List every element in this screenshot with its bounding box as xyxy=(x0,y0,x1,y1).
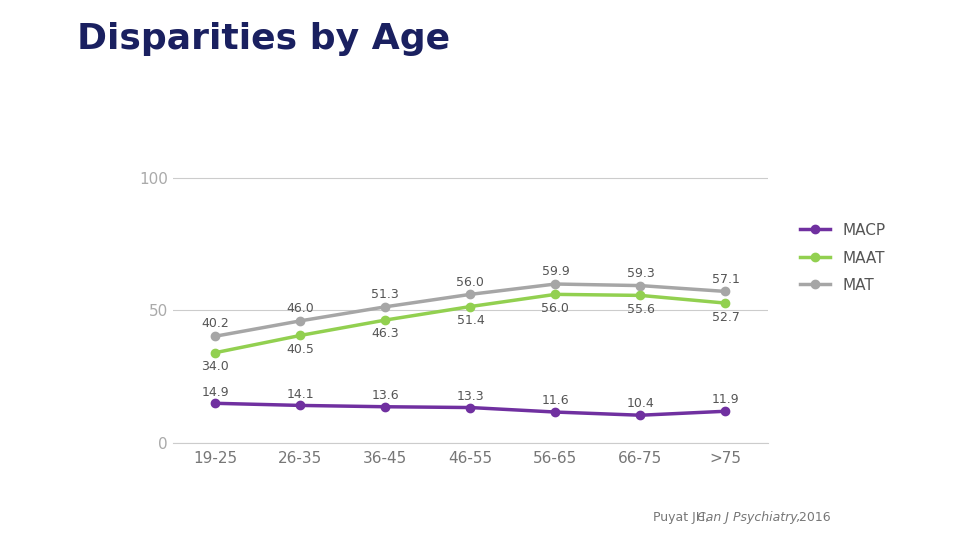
Text: 52.7: 52.7 xyxy=(711,310,739,323)
Text: Disparities by Age: Disparities by Age xyxy=(77,22,450,56)
Text: 46.3: 46.3 xyxy=(372,327,399,341)
Text: 11.9: 11.9 xyxy=(711,394,739,407)
Text: 14.9: 14.9 xyxy=(202,386,229,399)
Text: 46.0: 46.0 xyxy=(286,302,314,315)
Text: Can J Psychiatry,: Can J Psychiatry, xyxy=(697,511,801,524)
Text: 51.4: 51.4 xyxy=(457,314,484,327)
Legend: MACP, MAAT, MAT: MACP, MAAT, MAT xyxy=(794,217,892,299)
Text: 13.3: 13.3 xyxy=(457,390,484,403)
Text: 59.9: 59.9 xyxy=(541,265,569,278)
Text: 40.2: 40.2 xyxy=(202,318,229,330)
Text: 59.3: 59.3 xyxy=(627,267,655,280)
Text: 55.6: 55.6 xyxy=(627,303,655,316)
Text: 56.0: 56.0 xyxy=(541,302,569,315)
Text: 57.1: 57.1 xyxy=(711,273,739,286)
Text: Puyat JH,: Puyat JH, xyxy=(653,511,713,524)
Text: 13.6: 13.6 xyxy=(372,389,399,402)
Text: 2016: 2016 xyxy=(795,511,830,524)
Text: 10.4: 10.4 xyxy=(627,397,655,410)
Text: 14.1: 14.1 xyxy=(286,388,314,401)
Text: 51.3: 51.3 xyxy=(372,288,399,301)
Text: 56.0: 56.0 xyxy=(456,275,485,288)
Text: 11.6: 11.6 xyxy=(541,394,569,407)
Text: 40.5: 40.5 xyxy=(286,343,314,356)
Text: 34.0: 34.0 xyxy=(202,360,229,373)
